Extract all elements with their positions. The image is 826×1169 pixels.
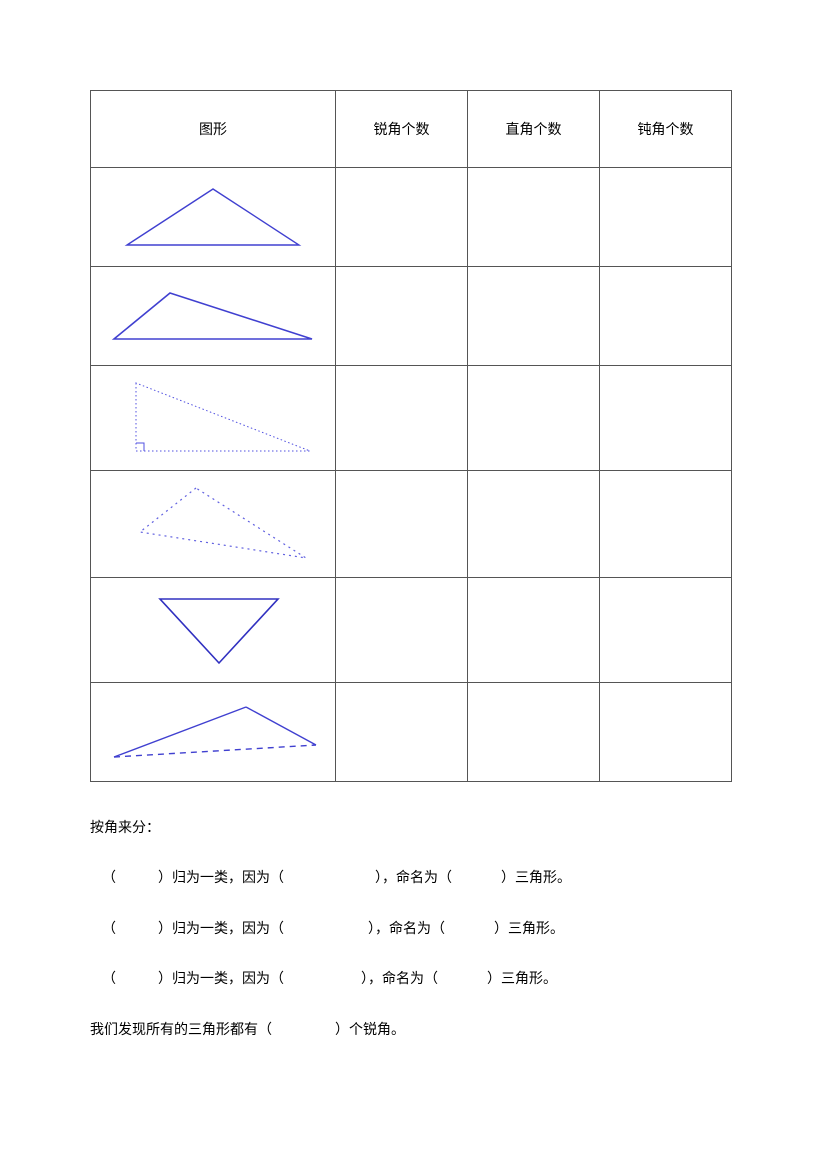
cell-right[interactable] — [468, 267, 600, 366]
cell-obtuse[interactable] — [600, 683, 732, 782]
acute-triangle-icon — [103, 175, 323, 259]
shape-cell-6 — [91, 683, 336, 782]
shape-cell-3 — [91, 366, 336, 471]
cell-obtuse[interactable] — [600, 267, 732, 366]
cell-right[interactable] — [468, 578, 600, 683]
header-acute: 锐角个数 — [336, 91, 468, 168]
dotted-triangle-icon — [100, 478, 326, 570]
cell-acute[interactable] — [336, 168, 468, 267]
shape-cell-5 — [91, 578, 336, 683]
cell-obtuse[interactable] — [600, 168, 732, 267]
fill-blank-line[interactable]: （ ）归为一类，因为（ ），命名为（ ）三角形。 — [90, 969, 736, 991]
cell-right[interactable] — [468, 168, 600, 267]
conclusion-text[interactable]: 我们发现所有的三角形都有（ ）个锐角。 — [90, 1020, 736, 1042]
table-row — [91, 578, 732, 683]
header-shape: 图形 — [91, 91, 336, 168]
inverted-triangle-icon — [100, 585, 326, 675]
cell-obtuse[interactable] — [600, 578, 732, 683]
right-triangle-icon — [100, 373, 326, 463]
intro-text: 按角来分： — [90, 818, 736, 840]
table-row — [91, 267, 732, 366]
dashed-base-triangle-icon — [96, 693, 330, 771]
table-row — [91, 366, 732, 471]
header-obtuse: 钝角个数 — [600, 91, 732, 168]
worksheet-page: 图形 锐角个数 直角个数 钝角个数 — [0, 0, 826, 1042]
table-header-row: 图形 锐角个数 直角个数 钝角个数 — [91, 91, 732, 168]
header-right: 直角个数 — [468, 91, 600, 168]
classification-text-section: 按角来分： （ ）归为一类，因为（ ），命名为（ ）三角形。 （ ）归为一类，因… — [90, 818, 736, 1042]
cell-acute[interactable] — [336, 366, 468, 471]
cell-obtuse[interactable] — [600, 366, 732, 471]
cell-acute[interactable] — [336, 683, 468, 782]
shape-cell-1 — [91, 168, 336, 267]
cell-acute[interactable] — [336, 578, 468, 683]
cell-acute[interactable] — [336, 471, 468, 578]
triangle-classification-table: 图形 锐角个数 直角个数 钝角个数 — [90, 90, 732, 782]
shape-cell-4 — [91, 471, 336, 578]
cell-right[interactable] — [468, 471, 600, 578]
cell-obtuse[interactable] — [600, 471, 732, 578]
cell-right[interactable] — [468, 683, 600, 782]
shape-cell-2 — [91, 267, 336, 366]
fill-blank-line[interactable]: （ ）归为一类，因为（ ），命名为（ ）三角形。 — [90, 868, 736, 890]
table-row — [91, 683, 732, 782]
table-row — [91, 168, 732, 267]
cell-right[interactable] — [468, 366, 600, 471]
obtuse-triangle-icon — [100, 279, 326, 353]
table-row — [91, 471, 732, 578]
fill-blank-line[interactable]: （ ）归为一类，因为（ ），命名为（ ）三角形。 — [90, 919, 736, 941]
cell-acute[interactable] — [336, 267, 468, 366]
